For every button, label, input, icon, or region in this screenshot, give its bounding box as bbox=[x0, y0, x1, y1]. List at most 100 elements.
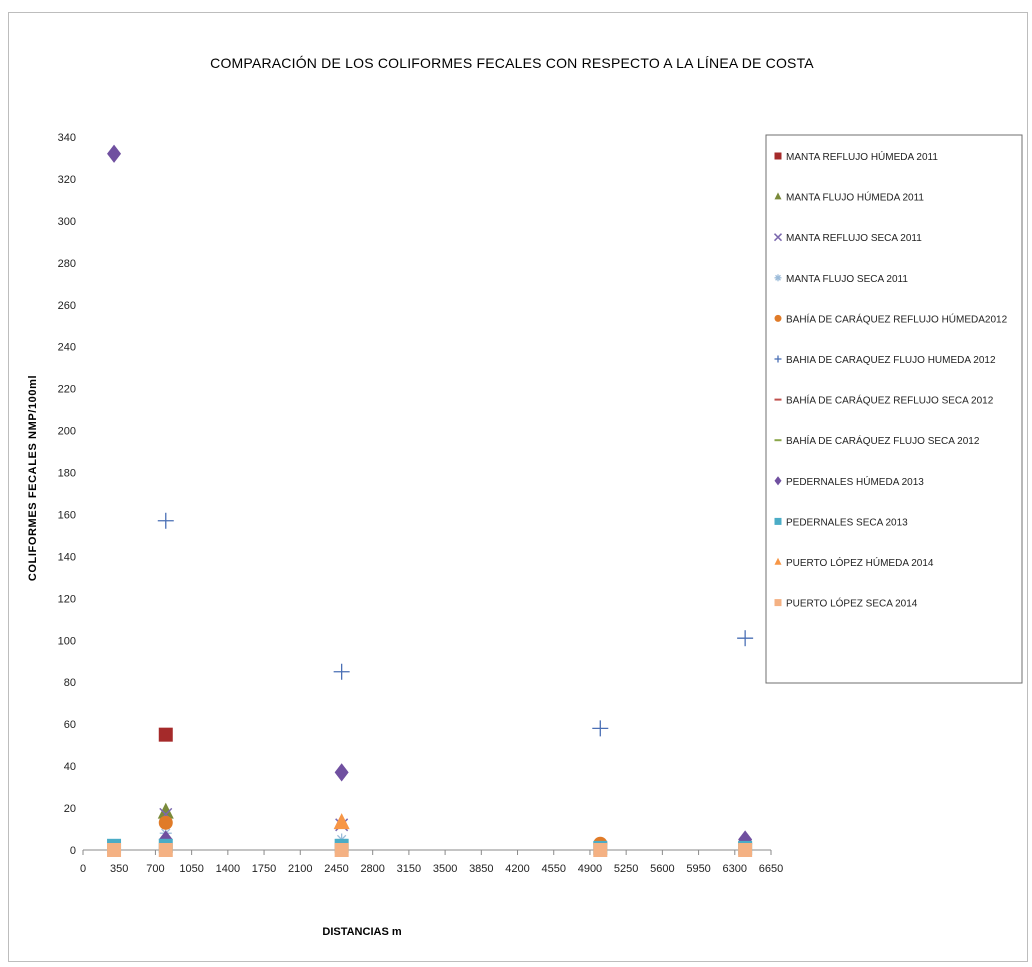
y-tick-label: 280 bbox=[58, 258, 76, 270]
x-tick-label: 5950 bbox=[686, 863, 710, 875]
legend-item: BAHÍA DE CARÁQUEZ REFLUJO SECA 2012 bbox=[774, 394, 994, 407]
legend-label: BAHÍA DE CARÁQUEZ FLUJO SECA 2012 bbox=[786, 434, 980, 447]
legend-label: BAHÍA DE CARÁQUEZ REFLUJO SECA 2012 bbox=[786, 394, 994, 407]
series-3 bbox=[159, 807, 349, 832]
legend-item: PUERTO LÓPEZ HÚMEDA 2014 bbox=[774, 556, 934, 569]
y-tick-label: 80 bbox=[64, 677, 76, 689]
x-tick-label: 3500 bbox=[433, 863, 457, 875]
x-tick-label: 0 bbox=[80, 863, 86, 875]
series-12 bbox=[107, 843, 753, 857]
data-point bbox=[737, 630, 754, 647]
x-tick-label: 3850 bbox=[469, 863, 493, 875]
y-tick-label: 260 bbox=[58, 300, 76, 312]
legend-item: BAHÍA DE CARÁQUEZ REFLUJO HÚMEDA2012 bbox=[774, 312, 1008, 325]
data-point bbox=[157, 512, 174, 529]
data-point bbox=[158, 727, 173, 742]
x-tick-label: 4550 bbox=[541, 863, 565, 875]
legend-marker bbox=[774, 274, 782, 282]
x-tick-label: 350 bbox=[110, 863, 128, 875]
data-point bbox=[158, 815, 173, 830]
series-5 bbox=[158, 815, 753, 851]
y-tick-label: 300 bbox=[58, 216, 76, 228]
x-tick-label: 2450 bbox=[324, 863, 348, 875]
y-tick-label: 20 bbox=[64, 803, 76, 815]
data-point bbox=[592, 720, 609, 737]
legend-label: BAHIA DE CARAQUEZ FLUJO HUMEDA 2012 bbox=[786, 355, 996, 366]
legend-label: MANTA REFLUJO SECA 2011 bbox=[786, 233, 922, 244]
legend-label: PUERTO LÓPEZ SECA 2014 bbox=[786, 597, 918, 610]
y-tick-label: 120 bbox=[58, 593, 76, 605]
data-point bbox=[333, 663, 350, 680]
legend-label: PEDERNALES SECA 2013 bbox=[786, 517, 908, 528]
x-tick-label: 5600 bbox=[650, 863, 674, 875]
legend: MANTA REFLUJO HÚMEDA 2011 MANTA FLUJO HÚM… bbox=[773, 150, 1008, 610]
data-point bbox=[107, 843, 122, 857]
legend-marker bbox=[774, 152, 782, 160]
data-point bbox=[334, 763, 349, 782]
y-tick-label: 340 bbox=[58, 132, 76, 144]
legend-item: MANTA REFLUJO SECA 2011 bbox=[773, 233, 922, 244]
y-tick-label: 240 bbox=[58, 342, 76, 354]
legend-marker bbox=[774, 517, 782, 525]
y-tick-label: 200 bbox=[58, 426, 76, 438]
legend-item: MANTA FLUJO SECA 2011 bbox=[774, 274, 908, 285]
y-tick-label: 220 bbox=[58, 384, 76, 396]
y-tick-label: 320 bbox=[58, 174, 76, 186]
chart-title: COMPARACIÓN DE LOS COLIFORMES FECALES CO… bbox=[210, 55, 814, 71]
series-10 bbox=[107, 838, 753, 855]
data-point bbox=[157, 802, 174, 819]
data-point bbox=[738, 843, 753, 857]
legend-item: PEDERNALES SECA 2013 bbox=[774, 517, 908, 528]
x-axis-label: DISTANCIAS m bbox=[322, 926, 401, 938]
legend-item: BAHÍA DE CARÁQUEZ FLUJO SECA 2012 bbox=[774, 434, 980, 447]
x-tick-label: 4200 bbox=[505, 863, 529, 875]
legend-item: PUERTO LÓPEZ SECA 2014 bbox=[774, 597, 918, 610]
data-point bbox=[333, 813, 350, 830]
data-point bbox=[107, 144, 122, 163]
x-tick-label: 2100 bbox=[288, 863, 312, 875]
x-stroke-b bbox=[773, 233, 783, 242]
x-tick-label: 1750 bbox=[252, 863, 276, 875]
data-point bbox=[158, 843, 173, 857]
legend-label: BAHÍA DE CARÁQUEZ REFLUJO HÚMEDA2012 bbox=[786, 312, 1008, 325]
data-point bbox=[593, 843, 608, 857]
y-tick-label: 160 bbox=[58, 509, 76, 521]
legend-marker bbox=[774, 355, 782, 363]
legend-item: BAHIA DE CARAQUEZ FLUJO HUMEDA 2012 bbox=[774, 355, 996, 366]
y-tick-label: 60 bbox=[64, 719, 76, 731]
x-tick-label: 1050 bbox=[179, 863, 203, 875]
legend-marker bbox=[774, 192, 782, 200]
legend-marker bbox=[774, 314, 782, 322]
y-tick-label: 140 bbox=[58, 551, 76, 563]
series-11 bbox=[333, 813, 350, 830]
x-tick-label: 4900 bbox=[578, 863, 602, 875]
legend-label: MANTA REFLUJO HÚMEDA 2011 bbox=[786, 150, 938, 163]
legend-label: PUERTO LÓPEZ HÚMEDA 2014 bbox=[786, 556, 934, 569]
y-tick-label: 0 bbox=[70, 845, 76, 857]
y-tick-label: 100 bbox=[58, 635, 76, 647]
series-1 bbox=[158, 727, 173, 742]
y-axis: 0 20 40 60 80 100 120 140 160 180 200 220 240 260 280 3… bbox=[58, 132, 76, 857]
series-2 bbox=[157, 802, 174, 819]
x-tick-label: 1400 bbox=[216, 863, 240, 875]
legend-marker bbox=[774, 476, 782, 486]
data-points bbox=[107, 144, 754, 857]
legend-label: MANTA FLUJO HÚMEDA 2011 bbox=[786, 191, 924, 204]
legend-marker bbox=[774, 557, 782, 565]
x-axis: 0 350 700 1050 1400 1750 2100 2450 2800 3150 3500 3… bbox=[80, 849, 783, 875]
legend-marker bbox=[773, 233, 783, 242]
y-axis-label: COLIFORMES FECALES NMP/100ml bbox=[27, 375, 39, 581]
legend-item: MANTA REFLUJO HÚMEDA 2011 bbox=[774, 150, 938, 163]
legend-label: PEDERNALES HÚMEDA 2013 bbox=[786, 475, 924, 488]
x-tick-label: 5250 bbox=[614, 863, 638, 875]
y-tick-label: 180 bbox=[58, 468, 76, 480]
series-6 bbox=[157, 512, 754, 737]
data-point bbox=[334, 843, 349, 857]
x-tick-label: 700 bbox=[146, 863, 164, 875]
series-9 bbox=[107, 144, 753, 849]
legend-label: MANTA FLUJO SECA 2011 bbox=[786, 274, 908, 285]
legend-box bbox=[765, 134, 1023, 684]
x-tick-label: 3150 bbox=[397, 863, 421, 875]
x-tick-label: 6300 bbox=[723, 863, 747, 875]
